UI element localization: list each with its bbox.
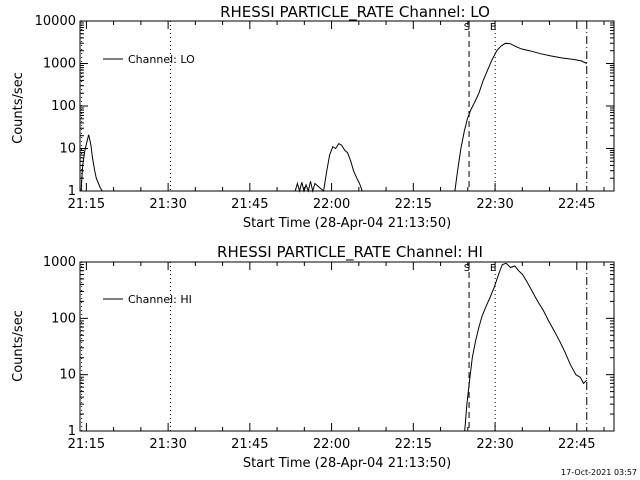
x-tick-label-hi: 22:30 [476,437,513,452]
x-tick-label-lo: 22:30 [476,197,513,212]
y-tick-label-hi: 1 [68,424,76,439]
y-tick-label-lo: 100 [51,99,76,114]
legend-label-hi: Channel: HI [128,293,192,306]
y-tick-label-hi: 1000 [43,255,76,270]
y-axis-label-hi: Counts/sec [11,310,26,382]
x-tick-label-hi: 21:30 [149,437,186,452]
legend-label-lo: Channel: LO [128,53,195,66]
chart-title-lo: RHESSI PARTICLE_RATE Channel: LO [220,3,490,22]
x-tick-label-lo: 21:30 [149,197,186,212]
marker-label-lo: S [464,22,470,33]
plot-frame-lo [79,20,615,192]
panel-lo: RHESSI PARTICLE_RATE Channel: LO Start T… [11,3,615,231]
y-tick-label-hi: 10 [59,368,76,383]
x-tick-label-hi: 22:15 [395,437,432,452]
x-tick-label-lo: 22:15 [395,197,432,212]
x-tick-label-lo: 21:45 [231,197,268,212]
y-axis-label-lo: Counts/sec [11,72,26,144]
marker-label-lo: E [490,22,496,33]
series-line-lo [80,42,588,193]
y-tick-label-lo: 10 [59,142,76,157]
x-tick-label-hi: 22:00 [313,437,350,452]
x-axis-label-hi: Start Time (28-Apr-04 21:13:50) [243,456,451,471]
y-tick-label-lo: 1000 [43,57,76,72]
marker-label-hi: S [464,263,470,274]
y-tick-label-lo: 10000 [35,14,76,29]
footer-timestamp: 17-Oct-2021 03:57 [561,468,637,477]
panel-hi: RHESSI PARTICLE_RATE Channel: HI Start T… [11,243,615,471]
x-tick-label-hi: 22:45 [558,437,595,452]
chart-title-hi: RHESSI PARTICLE_RATE Channel: HI [217,243,483,262]
x-tick-label-hi: 21:15 [68,437,105,452]
x-tick-label-hi: 21:45 [231,437,268,452]
y-tick-label-lo: 1 [68,184,76,199]
x-tick-label-lo: 21:15 [68,197,105,212]
x-tick-label-lo: 22:45 [558,197,595,212]
series-line-hi [464,262,588,432]
marker-label-hi: E [490,263,496,274]
y-tick-label-hi: 100 [51,311,76,326]
x-axis-label-lo: Start Time (28-Apr-04 21:13:50) [243,216,451,231]
x-tick-label-lo: 22:00 [313,197,350,212]
plot-frame-hi [79,261,615,432]
